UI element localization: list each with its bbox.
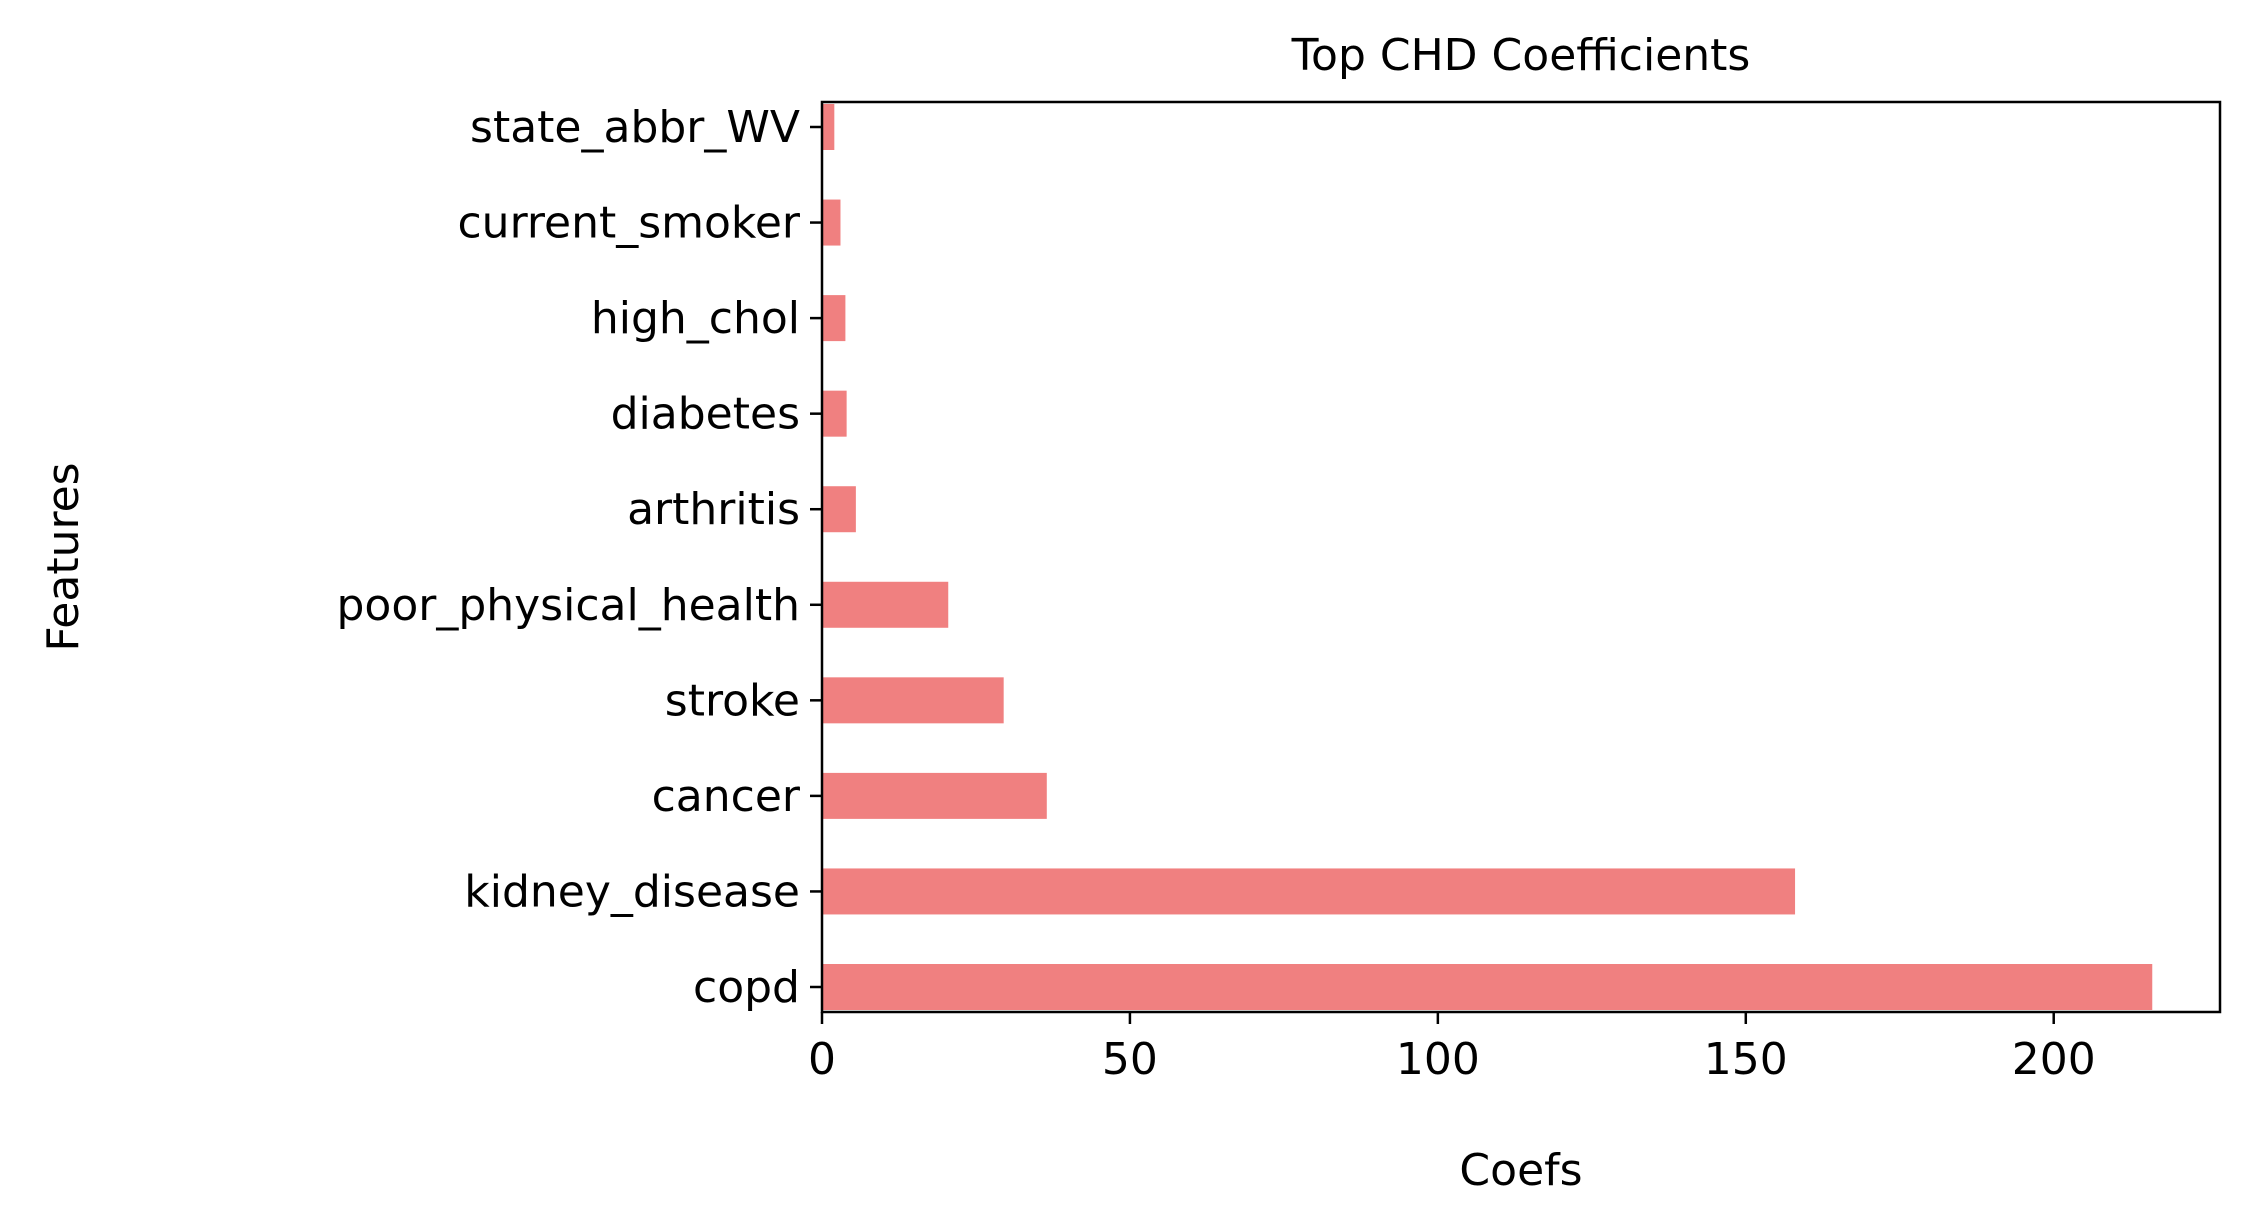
x-tick-label: 200 [2012, 1034, 2096, 1085]
y-tick-label: diabetes [611, 389, 800, 440]
bar-kidney-disease [822, 868, 1796, 915]
x-tick-label: 100 [1396, 1034, 1480, 1085]
chart-title: Top CHD Coefficients [1291, 30, 1751, 81]
bar-state-abbr-wv [822, 104, 835, 150]
y-ticks-group: copd kidney_disease cancer stroke poor_physi… [336, 102, 822, 1013]
y-tick-label: copd [693, 962, 800, 1013]
x-tick-label: 0 [808, 1034, 836, 1085]
y-tick-label: current_smoker [457, 198, 800, 249]
y-tick-label: arthritis [627, 484, 800, 535]
bar-current-smoker [822, 199, 841, 246]
bar-stroke [822, 677, 1004, 724]
bar-arthritis [822, 486, 856, 533]
bar-diabetes [822, 390, 847, 437]
y-tick-label: cancer [652, 771, 801, 822]
x-axis-label: Coefs [1459, 1145, 1582, 1196]
y-tick-label: state_abbr_WV [470, 102, 800, 153]
bar-cancer [822, 772, 1047, 819]
bar-high-chol [822, 295, 846, 342]
plot-frame [820, 100, 2222, 1014]
x-tick-label: 150 [1704, 1034, 1788, 1085]
x-ticks-group: 0 50 100 150 200 [808, 1012, 2096, 1085]
x-tick-label: 50 [1102, 1034, 1158, 1085]
y-axis-label: Features [38, 462, 89, 651]
y-tick-label: kidney_disease [464, 866, 800, 917]
bar-copd [822, 964, 2153, 1010]
bar-poor-physical-health [822, 581, 949, 628]
y-tick-label: stroke [665, 675, 800, 726]
y-tick-label: poor_physical_health [336, 580, 800, 631]
y-tick-label: high_chol [591, 293, 800, 344]
bars-group [822, 104, 2153, 1010]
